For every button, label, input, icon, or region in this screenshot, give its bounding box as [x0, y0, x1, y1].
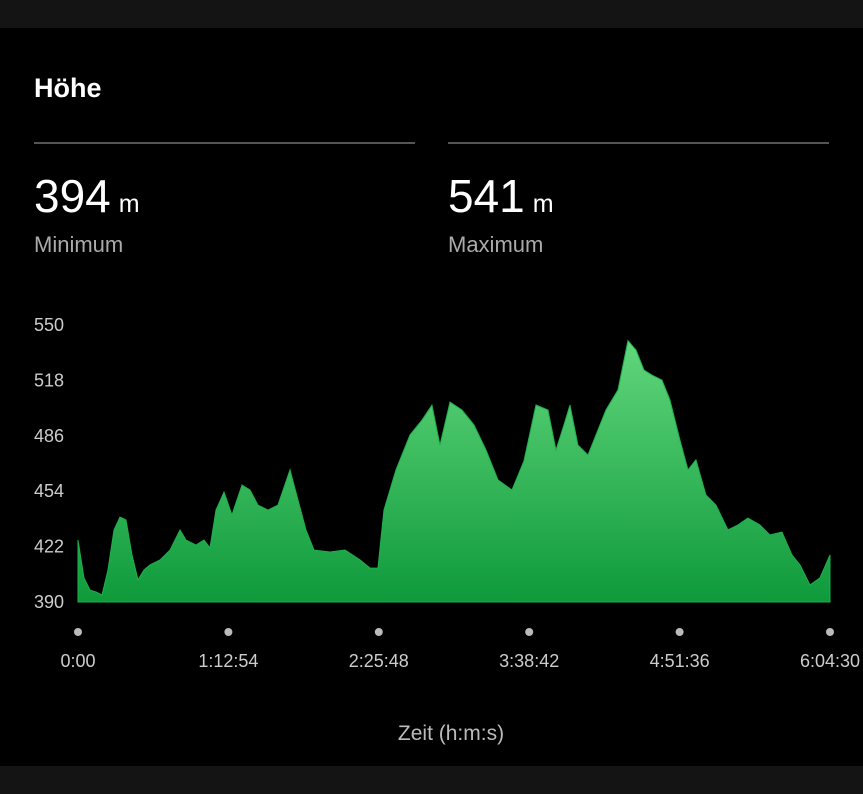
top-strip: [0, 0, 863, 28]
stat-value: 541 m: [448, 170, 554, 222]
bottom-strip: [0, 766, 863, 794]
x-tick-label: 6:04:30: [800, 651, 860, 671]
card-title: Höhe: [34, 73, 102, 103]
x-tick-dot: [525, 628, 534, 636]
stat-label: Minimum: [34, 232, 123, 257]
x-tick-label: 0:00: [60, 651, 95, 671]
stat-label: Maximum: [448, 232, 543, 257]
y-tick-label: 486: [34, 426, 64, 446]
elevation-area: [77, 339, 831, 603]
x-tick-dot: [74, 628, 82, 636]
y-tick-label: 550: [34, 315, 64, 335]
x-tick-label: 1:12:54: [198, 651, 258, 671]
x-tick-label: 3:38:42: [499, 651, 559, 671]
x-axis-label: Zeit (h:m:s): [398, 722, 504, 745]
stat-unit: m: [533, 190, 554, 218]
stat-number: 394: [34, 170, 111, 222]
y-tick-label: 422: [34, 537, 64, 557]
stat-number: 541: [448, 170, 525, 222]
stat-unit: m: [119, 190, 140, 218]
x-tick-dot: [224, 628, 233, 636]
y-tick-label: 390: [34, 592, 64, 612]
stat-value: 394 m: [34, 170, 140, 222]
y-tick-label: 518: [34, 370, 64, 390]
x-tick-dot: [675, 628, 684, 636]
x-tick-dot: [374, 628, 383, 636]
y-tick-label: 454: [34, 481, 64, 501]
x-tick-label: 2:25:48: [349, 651, 409, 671]
x-tick-label: 4:51:36: [650, 651, 710, 671]
x-tick-dot: [826, 628, 834, 636]
